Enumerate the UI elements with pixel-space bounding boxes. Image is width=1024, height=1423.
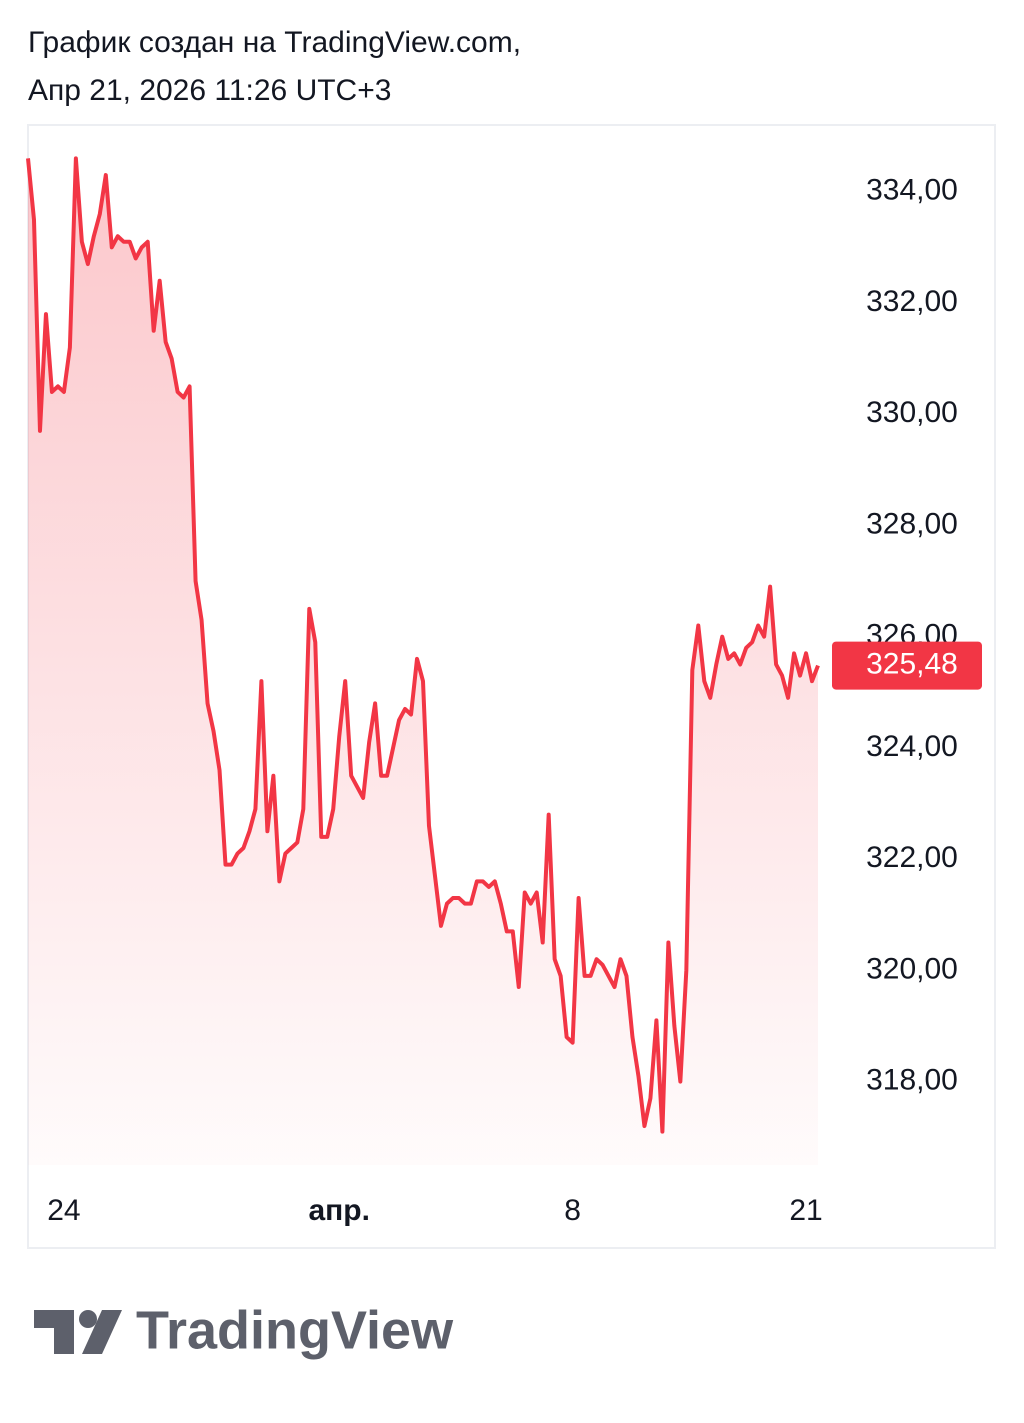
y-tick-label: 318,00	[866, 1063, 958, 1096]
y-tick-label: 322,00	[866, 841, 958, 874]
price-line	[26, 156, 820, 1134]
y-tick-label: 320,00	[866, 952, 958, 985]
y-tick-label: 330,00	[866, 396, 958, 429]
y-tick-label: 324,00	[866, 730, 958, 763]
logo-icon	[34, 1310, 122, 1354]
y-tick-label: 334,00	[866, 174, 958, 207]
last-price-label: 325,48	[866, 647, 958, 680]
header-line: Апр 21, 2026 11:26 UTC+3	[28, 74, 391, 107]
x-tick-label: 21	[789, 1194, 822, 1227]
area-fill	[28, 158, 818, 1165]
header-line: График создан на TradingView.com,	[28, 26, 521, 59]
x-tick-label: 8	[564, 1194, 581, 1227]
x-tick-label: апр.	[308, 1194, 369, 1227]
x-tick-label: 24	[47, 1194, 80, 1227]
y-tick-label: 328,00	[866, 507, 958, 540]
y-tick-label: 332,00	[866, 285, 958, 318]
last-price-box	[832, 641, 982, 690]
plot: 318,00320,00322,00324,00326,00328,00330,…	[26, 156, 982, 1227]
logo-text: TradingView	[136, 1300, 454, 1360]
